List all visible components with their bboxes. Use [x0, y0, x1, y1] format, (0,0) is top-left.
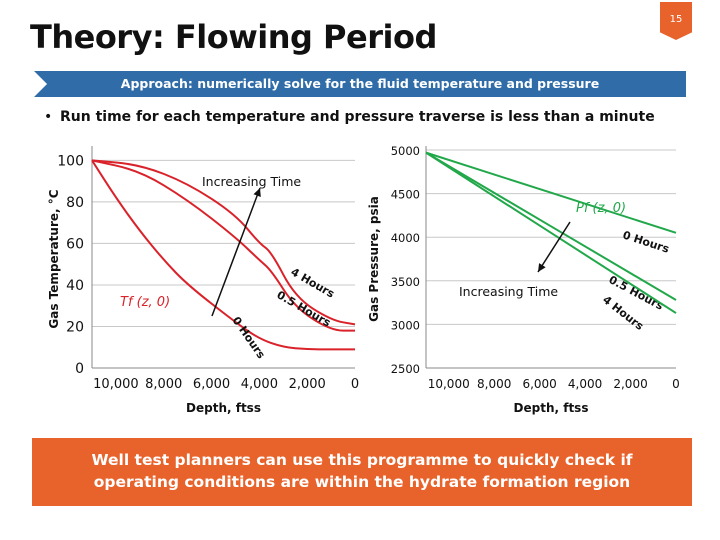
increasing-time-arrow: [211, 187, 261, 317]
x-tick-label: 0: [672, 377, 680, 391]
formula-label: Tf (z, 0): [120, 295, 170, 310]
pressure-chart: 2500 3000 3500 4000 4500 5000 10,000 8,000 6,000…: [367, 144, 680, 415]
x-tick-label: 4,000: [568, 377, 602, 391]
approach-text: Approach: numerically solve for the flui…: [120, 76, 600, 91]
series-line-0-hours: [425, 151, 677, 234]
charts-svg: 0 20 40 60 80 100 10,000 8,000 6,000 4,000 2,000 0 D…: [47, 144, 680, 415]
page-number-badge: 15: [660, 2, 692, 40]
y-tick-label: 3000: [391, 318, 420, 332]
y-tick-label: 0: [75, 361, 84, 377]
x-tick-label: 2,000: [613, 377, 647, 391]
annotation-label: Increasing Time: [459, 284, 558, 299]
arrow-head: [253, 188, 261, 197]
increasing-time-arrow: [537, 221, 571, 273]
x-tick-label: 2,000: [289, 377, 326, 392]
approach-banner: Approach: numerically solve for the flui…: [34, 71, 686, 97]
bullet-marker: •: [44, 109, 53, 125]
series-line-4-hours: [91, 159, 356, 326]
y-tick-label: 80: [66, 195, 84, 211]
x-tick-label: 10,000: [93, 377, 139, 392]
series-line-0-hours: [91, 159, 355, 351]
y-tick-label: 5000: [391, 144, 420, 158]
y-tick-label: 100: [57, 153, 84, 169]
temperature-chart: 0 20 40 60 80 100 10,000 8,000 6,000 4,000 2,000 0 D…: [47, 146, 359, 415]
annotation-label: Increasing Time: [202, 174, 301, 189]
y-axis-label: Gas Temperature, °C: [47, 189, 61, 328]
x-tick-label: 4,000: [241, 377, 278, 392]
x-tick-label: 0: [351, 377, 359, 392]
series-line-0-5-hours: [91, 159, 355, 332]
y-tick-label: 4500: [391, 188, 420, 202]
x-tick-label: 6,000: [522, 377, 556, 391]
x-tick-label: 8,000: [477, 377, 511, 391]
series-line-4-hours: [425, 151, 677, 314]
x-axis-label: Depth, ftss: [186, 401, 261, 415]
y-axis-label: Gas Pressure, psia: [367, 196, 381, 322]
x-tick-label: 10,000: [428, 377, 470, 391]
y-tick-label: 3500: [391, 275, 420, 289]
series-label: 0 Hours: [621, 228, 671, 255]
arrow-head: [538, 263, 546, 272]
series-label: 0 Hours: [230, 314, 268, 361]
y-tick-label: 40: [66, 278, 84, 294]
y-tick-label: 60: [66, 236, 84, 252]
y-tick-label: 4000: [391, 231, 420, 245]
bullet-text: Run time for each temperature and pressu…: [60, 109, 655, 125]
series-label: 4 Hours: [289, 265, 338, 301]
formula-label: Pf (z, 0): [576, 201, 626, 216]
y-tick-label: 2500: [391, 362, 420, 376]
footer-callout: Well test planners can use this programm…: [32, 438, 692, 506]
series-line-0-5-hours: [425, 151, 677, 301]
slide-title: Theory: Flowing Period: [30, 18, 437, 56]
y-tick-label: 20: [66, 319, 84, 335]
bullet-point: • Run time for each temperature and press…: [44, 109, 655, 125]
x-axis-label: Depth, ftss: [514, 401, 589, 415]
x-tick-label: 8,000: [145, 377, 182, 392]
x-tick-label: 6,000: [193, 377, 230, 392]
